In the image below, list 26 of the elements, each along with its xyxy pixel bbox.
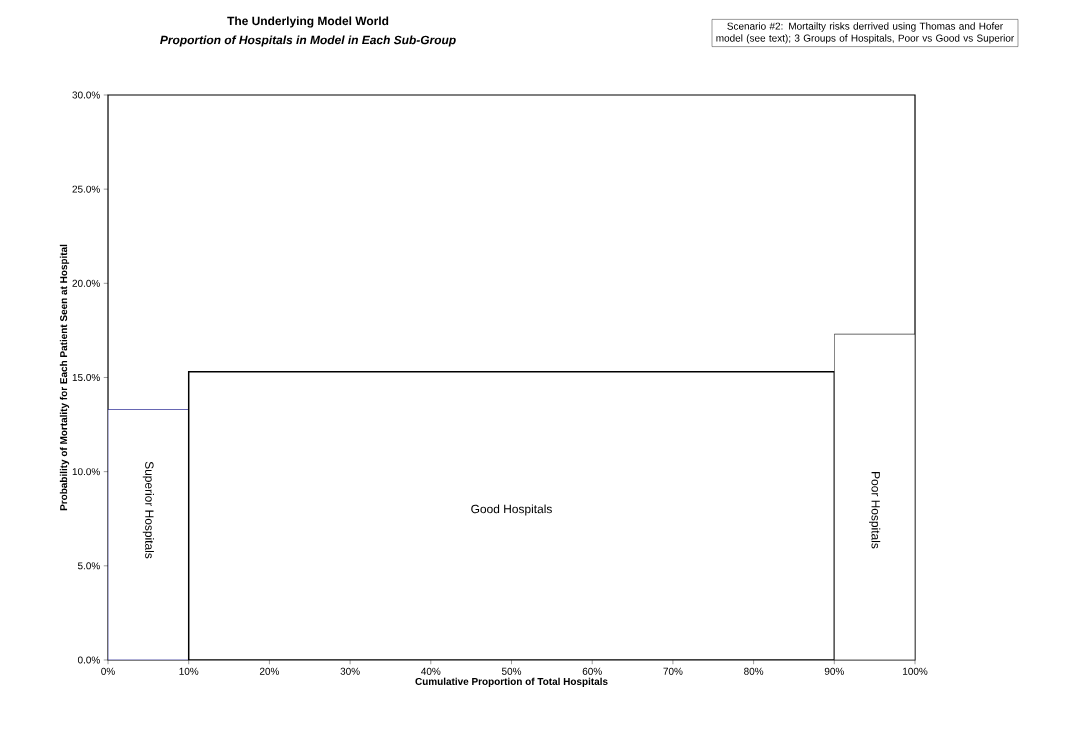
y-tick-label: 5.0% [77, 562, 100, 570]
x-tick-label: 0% [101, 667, 115, 675]
y-tick-label: 0.0% [77, 656, 100, 664]
y-tick-label: 25.0% [72, 185, 100, 193]
y-tick-label: 20.0% [72, 279, 100, 287]
annotation: Good Hospitals [471, 504, 552, 516]
y-tick-label: 15.0% [72, 373, 100, 382]
annotation: Poor Hospitals [869, 472, 881, 549]
x-tick-label: 20% [259, 667, 280, 675]
y-axis-title: Probability of Mortality for Each Patient Seen at Hospital [59, 244, 70, 511]
x-tick-label: 50% [501, 667, 522, 675]
x-tick-label: 40% [421, 667, 441, 675]
x-tick-label: 70% [663, 667, 683, 675]
text: Scenario #2: Mortailty risks derrived using Thomas and Hofer model (see text); 3 Groups of Hospitals, Poor vs Good vs Superior [716, 22, 1015, 44]
y-tick-label: 30.0% [72, 91, 100, 99]
chart-subtitle: Proportion of Hospitals in Model in Each Sub-Group [160, 35, 456, 47]
x-tick-label: 100% [903, 667, 928, 675]
annotation: Superior Hospitals [142, 461, 154, 559]
x-tick-label: 10% [179, 667, 199, 675]
x-tick-label: 30% [340, 667, 360, 675]
y-tick-label: 10.0% [72, 468, 100, 476]
chart-title: The Underlying Model World [227, 16, 389, 28]
x-tick-label: 90% [824, 667, 844, 675]
x-axis-title: Cumulative Proportion of Total Hospitals [415, 677, 608, 687]
x-tick-label: 80% [744, 667, 764, 675]
x-tick-label: 60% [582, 667, 602, 675]
